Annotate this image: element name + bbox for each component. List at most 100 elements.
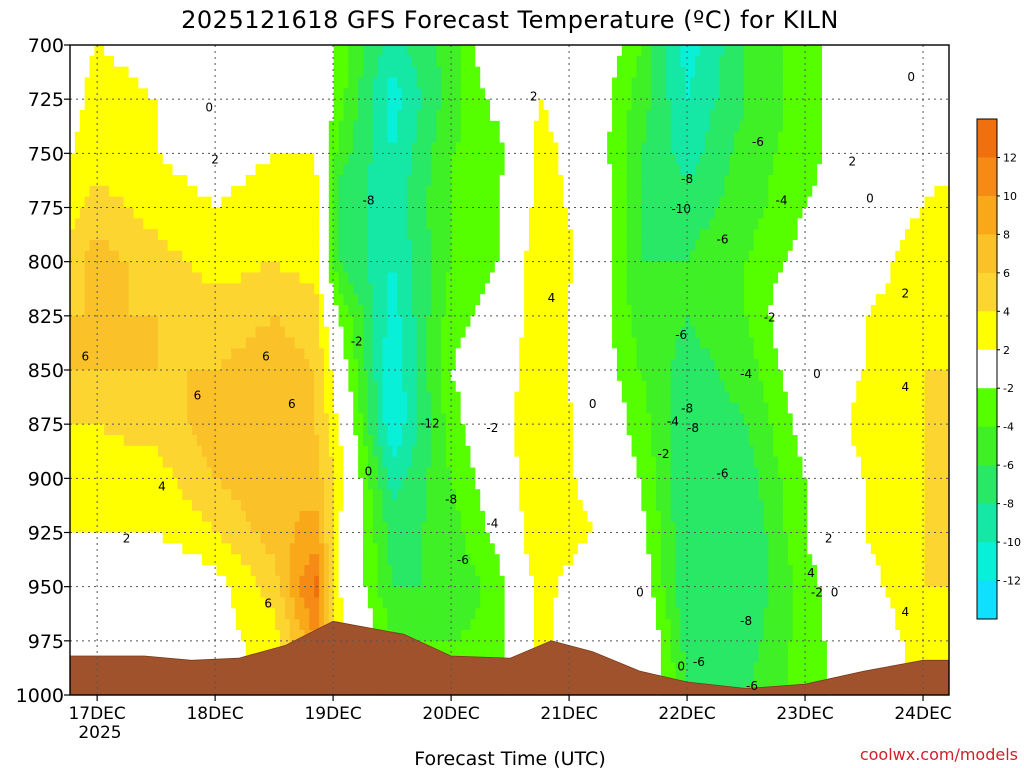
field-cell [226, 272, 232, 284]
field-cell [84, 294, 91, 306]
field-cell [231, 261, 237, 274]
field-cell [470, 467, 476, 479]
field-cell [255, 532, 262, 544]
field-cell [343, 359, 349, 371]
field-cell [255, 424, 262, 436]
field-cell [172, 575, 179, 588]
field-cell [455, 413, 462, 425]
field-cell [70, 370, 76, 382]
field-cell [377, 424, 384, 436]
field-cell [236, 489, 242, 501]
field-cell [157, 142, 164, 154]
field-cell [304, 402, 310, 414]
field-cell [436, 207, 442, 219]
field-cell [70, 532, 76, 544]
field-cell [177, 489, 183, 501]
field-cell [470, 153, 476, 165]
field-cell [377, 478, 384, 490]
field-cell [123, 500, 130, 512]
field-cell [255, 413, 262, 425]
field-cell [260, 218, 266, 230]
field-cell [143, 66, 149, 79]
field-cell [138, 619, 144, 631]
field-cell [470, 196, 476, 209]
field-cell [314, 305, 320, 317]
field-cell [157, 456, 164, 469]
field-cell [402, 619, 408, 631]
field-cell [70, 608, 76, 620]
field-cell [84, 413, 91, 425]
field-cell [172, 608, 179, 620]
field-cell [148, 586, 154, 599]
field-cell [79, 586, 86, 599]
field-cell [226, 294, 232, 306]
field-cell [284, 283, 291, 295]
field-cell [128, 283, 135, 295]
field-cell [99, 207, 105, 219]
field-cell [294, 608, 301, 620]
field-cell [231, 640, 237, 653]
field-cell [377, 586, 384, 599]
field-cell [304, 543, 310, 555]
field-cell [270, 500, 276, 512]
field-cell [250, 88, 257, 100]
field-cell [358, 66, 364, 79]
field-cell [84, 521, 91, 534]
field-cell [260, 45, 266, 57]
field-cell [211, 131, 218, 144]
field-cell [363, 608, 369, 620]
field-cell [402, 359, 408, 371]
field-cell [289, 500, 296, 512]
field-cell [431, 175, 437, 187]
field-cell [250, 110, 257, 122]
field-cell [343, 326, 349, 339]
field-cell [187, 619, 193, 631]
field-cell [309, 153, 315, 165]
field-cell [89, 305, 96, 317]
field-cell [177, 240, 183, 252]
field-cell [216, 500, 222, 512]
field-cell [441, 586, 447, 599]
field-cell [338, 435, 345, 447]
field-cell [338, 456, 345, 469]
field-cell [231, 45, 237, 57]
field-cell [446, 218, 452, 230]
field-cell [377, 294, 384, 306]
field-cell [245, 413, 252, 425]
field-cell [441, 88, 447, 100]
field-cell [338, 543, 345, 555]
field-cell [94, 413, 100, 425]
field-cell [475, 207, 481, 219]
field-cell [245, 261, 252, 274]
field-cell [465, 305, 472, 317]
field-cell [367, 510, 374, 523]
field-cell [153, 521, 159, 534]
field-cell [221, 402, 227, 414]
field-cell [118, 608, 125, 620]
field-cell [143, 272, 149, 284]
field-cell [446, 554, 452, 566]
field-cell [153, 348, 159, 360]
field-cell [250, 445, 257, 458]
field-cell [182, 500, 188, 512]
field-cell [192, 586, 198, 599]
field-cell [70, 185, 76, 198]
field-cell [104, 326, 110, 339]
field-cell [201, 283, 208, 295]
field-cell [84, 55, 91, 68]
field-cell [167, 586, 174, 599]
field-cell [402, 424, 408, 436]
field-cell [363, 575, 369, 588]
field-cell [196, 250, 203, 263]
field-cell [343, 521, 349, 534]
field-cell [211, 110, 218, 122]
field-cell [265, 99, 271, 111]
field-cell [436, 380, 442, 393]
field-cell [460, 554, 467, 566]
field-cell [319, 175, 325, 187]
field-cell [353, 456, 359, 469]
field-cell [348, 435, 354, 447]
field-cell [162, 424, 169, 436]
field-cell [177, 543, 183, 555]
field-cell [162, 272, 169, 284]
